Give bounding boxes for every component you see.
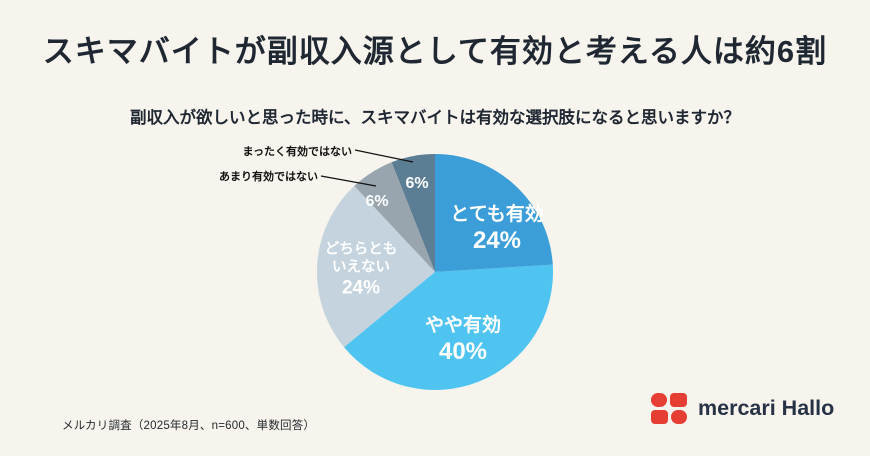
pie-label-dochiratomo: どちらとも いえない 24% <box>325 242 398 301</box>
pie-slice-2 <box>316 185 435 348</box>
callout-label-mattaku: まったく有効ではない <box>242 146 352 158</box>
pie-label-text: やや有効 <box>424 314 502 336</box>
callout-label-amari: あまり有効ではない <box>219 171 318 183</box>
mercari-hallo-logo: mercari Hallo <box>650 391 834 425</box>
source-note: メルカリ調査（2025年8月、n=600、単数回答） <box>62 420 316 432</box>
pie-percent-mattaku: 6% <box>405 175 429 193</box>
pie-label-yaya-yuko: やや有効 40% <box>425 314 501 366</box>
page-title: スキマバイトが副収入源として有効と考える人は約6割 <box>42 34 828 69</box>
pie-slice-0 <box>435 154 553 272</box>
pie-percent-amari: 6% <box>365 193 389 211</box>
pie-slice-3 <box>354 162 435 272</box>
pie-label-totemo-yuko: とても有効 24% <box>450 203 543 255</box>
logo-text: mercari Hallo <box>698 395 835 420</box>
pie-label-text-line2: いえない <box>332 259 390 276</box>
pie-label-text-line1: どちらとも <box>324 241 398 258</box>
callout-line-mattaku <box>354 149 414 163</box>
pie-label-percent: 24% <box>341 278 381 300</box>
pie-label-percent: 40% <box>438 337 488 365</box>
pie-label-text: とても有効 <box>450 203 544 225</box>
pie-slice-4 <box>391 154 435 272</box>
callout-line-amari <box>320 175 377 187</box>
pie-slice-1 <box>344 264 554 391</box>
mercari-hallo-logo-mark <box>651 392 687 424</box>
survey-question: 副収入が欲しいと思った時に、スキマバイトは有効な選択肢になると思いますか？ <box>129 109 740 127</box>
pie-label-percent: 24% <box>472 226 522 254</box>
